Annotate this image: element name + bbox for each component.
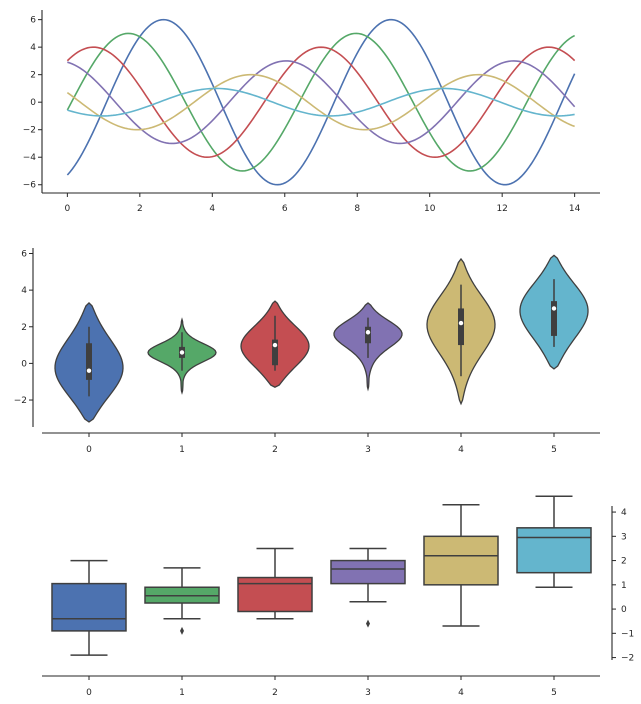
box-body-5 <box>516 527 592 574</box>
violin-x-tick-label: 4 <box>458 445 464 455</box>
box-body-3 <box>330 559 406 585</box>
violin-median <box>458 320 464 326</box>
sine-y-tick-label: −2 <box>23 126 36 136</box>
violin-y-tick-label: −2 <box>14 396 27 406</box>
sine-x-tick-label: 2 <box>137 204 143 214</box>
violin-median <box>551 306 557 311</box>
violin-y-tick-label: 4 <box>21 286 27 296</box>
sine-x-tick-label: 10 <box>424 204 436 214</box>
sine-line-2 <box>66 32 576 172</box>
violin-iqr <box>86 343 92 380</box>
box-outlier <box>366 619 370 628</box>
box-y-tick-label: 1 <box>621 581 627 591</box>
box-body-2 <box>237 576 313 613</box>
violin-iqr <box>458 308 464 346</box>
violin-median <box>272 342 278 348</box>
sine-line-5 <box>66 73 575 131</box>
sine-y-tick-label: −4 <box>23 153 37 163</box>
sine-panel: 0 2 4 6 8 10 12 14 −6 −4 −2 0 2 4 6 <box>23 10 600 214</box>
sine-x-tick-label: 6 <box>282 204 288 214</box>
violin-x-tick-label: 2 <box>272 445 278 455</box>
violin-iqr <box>272 339 278 366</box>
violin-x-tick-label: 3 <box>365 445 371 455</box>
violin-x-tick-label: 5 <box>551 445 557 455</box>
violin-y-tick-label: 6 <box>21 249 27 259</box>
sine-x-tick-label: 8 <box>354 204 360 214</box>
box-x-tick-label: 2 <box>272 688 278 698</box>
sine-line-1 <box>66 18 576 186</box>
box-y-tick-label: 0 <box>621 605 627 615</box>
sine-line-6 <box>67 87 575 117</box>
violin-iqr <box>551 301 557 336</box>
box-y-tick-label: −1 <box>621 629 634 639</box>
sine-x-tick-label: 12 <box>496 204 507 214</box>
box-body-0 <box>51 582 127 632</box>
violin-x-tick-label: 1 <box>179 445 185 455</box>
box-outlier <box>180 626 184 635</box>
box-x-tick-label: 1 <box>179 688 185 698</box>
violin-median <box>365 330 371 335</box>
sine-x-tick-label: 14 <box>569 204 581 214</box>
box-x-tick-label: 4 <box>458 688 464 698</box>
box-y-tick-label: 4 <box>621 508 627 518</box>
violin-y-tick-label: 0 <box>21 359 27 369</box>
violin-median <box>86 368 92 373</box>
box-y-tick-label: 2 <box>621 557 627 567</box>
violin-panel: 0 1 2 3 4 5 −2 0 2 4 6 <box>14 248 600 455</box>
box-body-4 <box>423 535 499 586</box>
box-panel: 0 1 2 3 4 5 −2 −1 0 1 2 3 4 <box>42 495 634 698</box>
box-y-tick-label: −2 <box>621 654 634 664</box>
box-y-tick-label: 3 <box>621 532 627 542</box>
sine-y-tick-label: 6 <box>30 16 36 26</box>
box-x-tick-label: 3 <box>365 688 371 698</box>
violin-x-tick-label: 0 <box>86 445 92 455</box>
sine-y-tick-label: 4 <box>30 43 36 53</box>
box-x-tick-label: 5 <box>551 688 557 698</box>
violin-iqr <box>365 326 371 344</box>
violin-y-tick-label: 2 <box>21 323 27 333</box>
sine-y-tick-label: −6 <box>23 181 37 191</box>
sine-x-tick-label: 0 <box>64 204 70 214</box>
sine-x-tick-label: 4 <box>209 204 215 214</box>
violin-median <box>179 350 185 355</box>
sine-line-4 <box>67 60 576 145</box>
box-x-tick-label: 0 <box>86 688 92 698</box>
sine-y-tick-label: 2 <box>30 71 36 81</box>
sine-y-tick-label: 0 <box>30 98 36 108</box>
